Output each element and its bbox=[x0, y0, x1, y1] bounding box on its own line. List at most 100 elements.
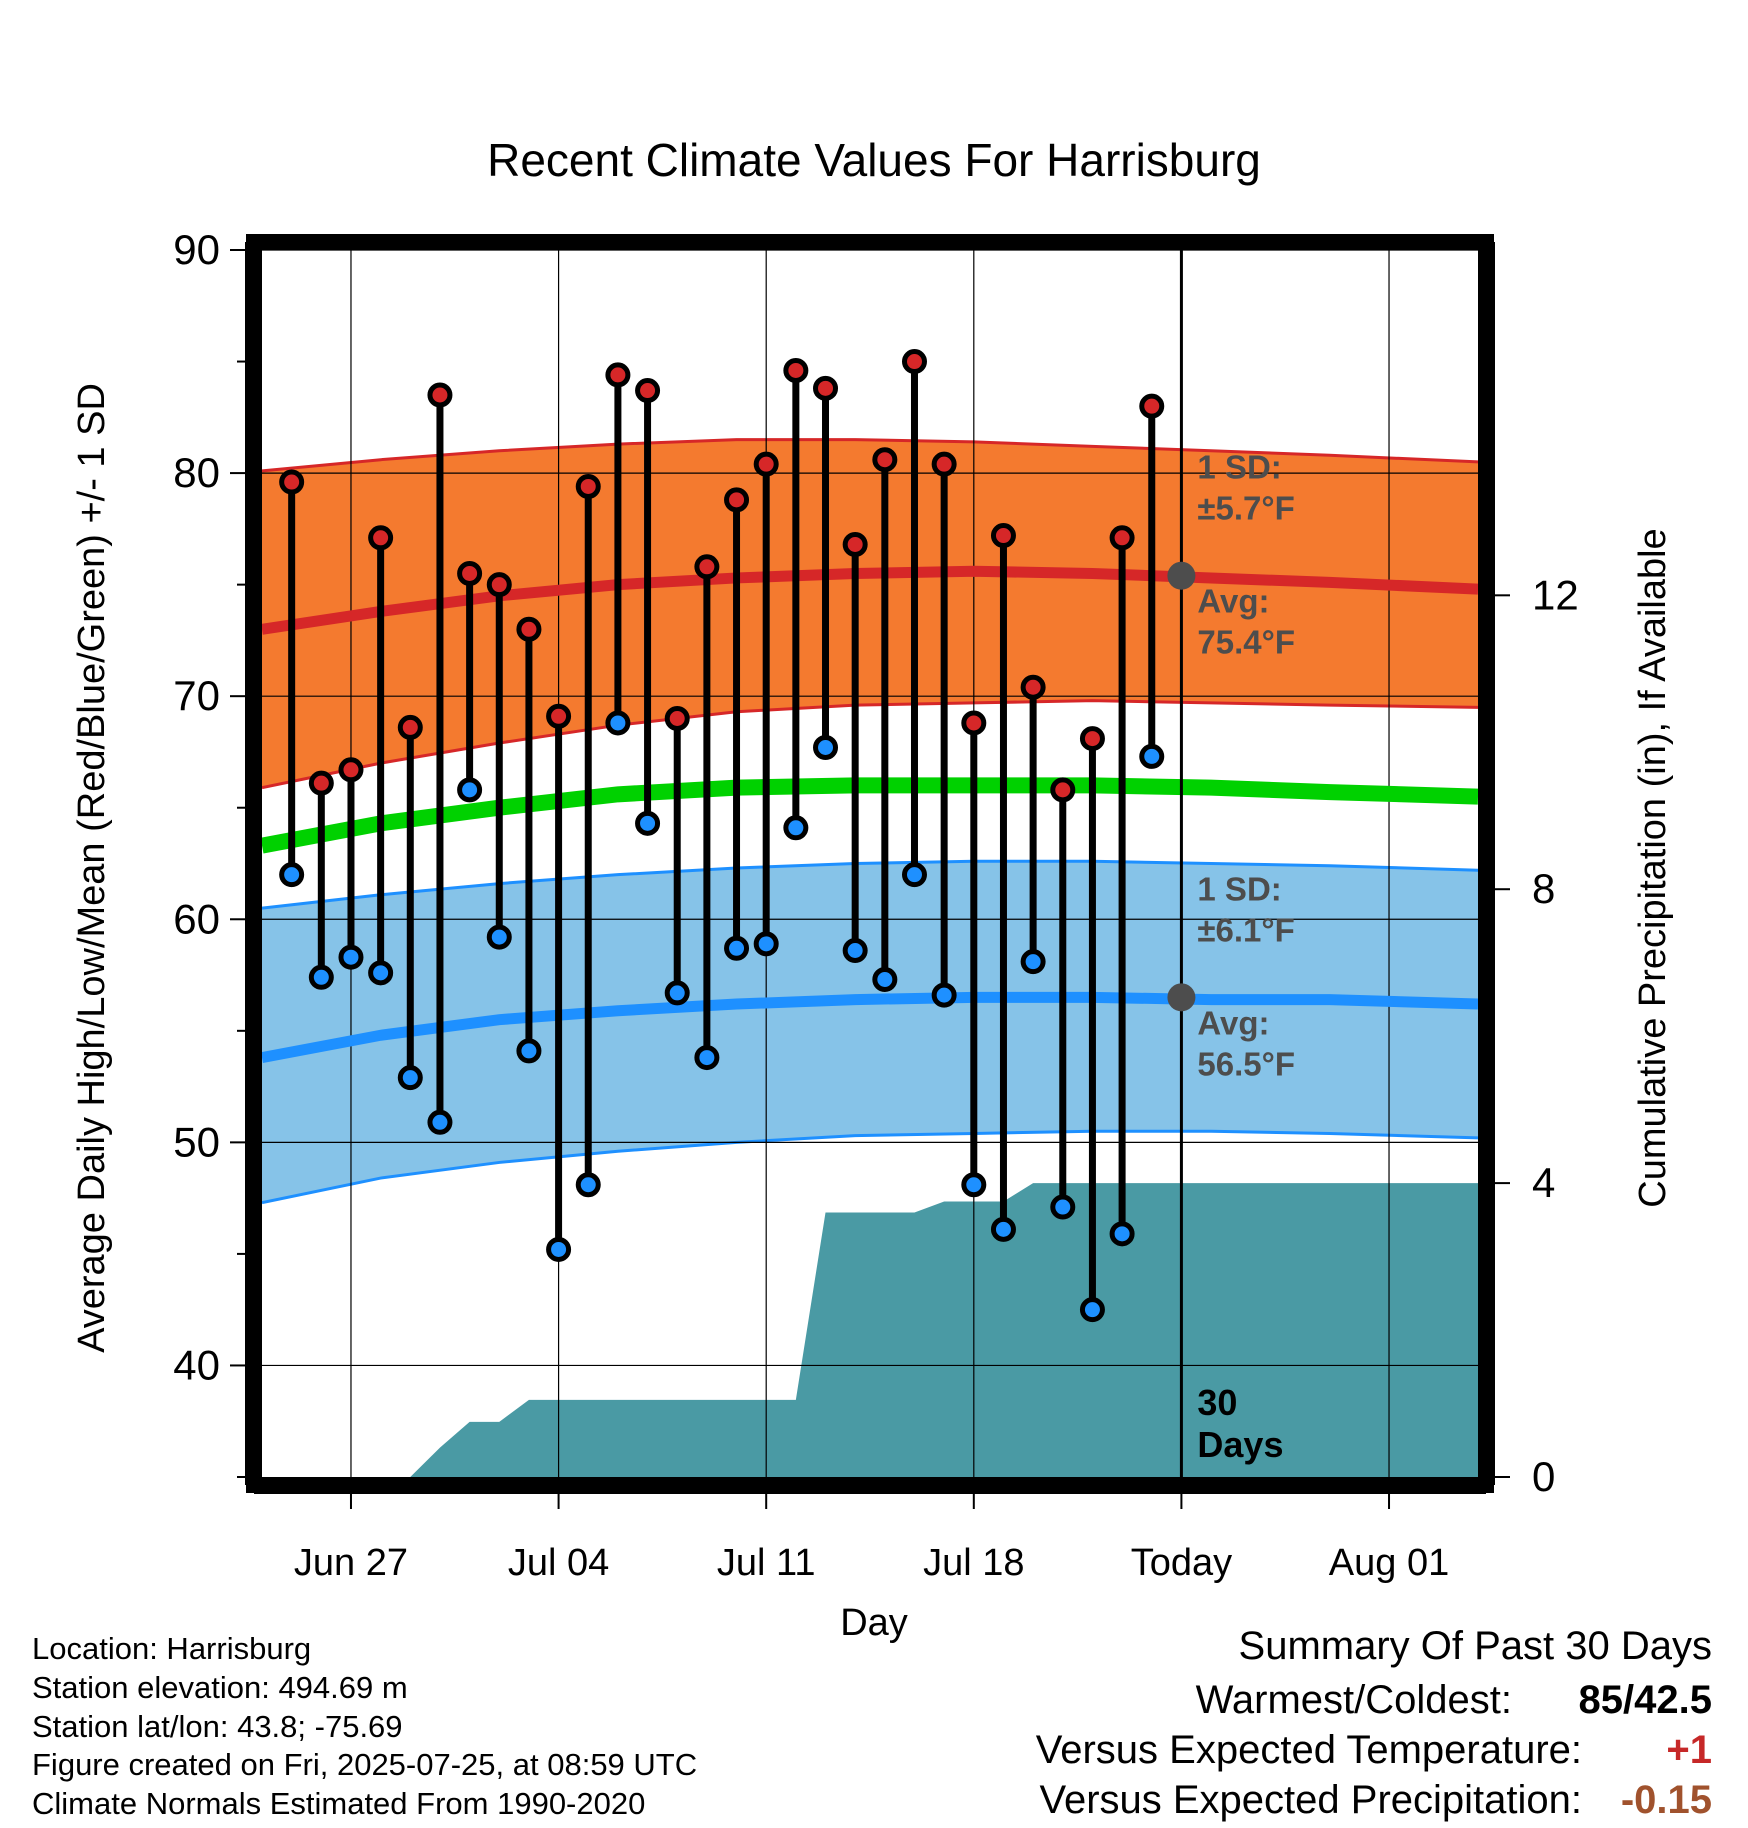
days-count-annotation: 30 bbox=[1197, 1382, 1237, 1423]
daily-low-point bbox=[783, 815, 809, 841]
precipitation-area bbox=[262, 1183, 1478, 1477]
y2-tick-label: 4 bbox=[1532, 1159, 1555, 1206]
daily-high-point bbox=[694, 554, 720, 580]
today-low-avg-marker bbox=[1167, 983, 1196, 1012]
low-avg-line bbox=[262, 991, 1478, 1063]
x-tick-label: Jul 11 bbox=[717, 1542, 816, 1584]
summary-temp-label: Versus Expected Temperature: bbox=[1035, 1728, 1582, 1772]
daily-high-point bbox=[1020, 674, 1046, 700]
daily-high-point bbox=[724, 487, 750, 513]
daily-low-point bbox=[605, 710, 631, 736]
daily-high-point bbox=[368, 525, 394, 551]
daily-low-point bbox=[872, 967, 898, 993]
high-sd-value-annotation: ±5.7°F bbox=[1197, 490, 1294, 527]
low-sd-value-annotation: ±6.1°F bbox=[1197, 911, 1294, 948]
y2-tick-label: 0 bbox=[1532, 1453, 1555, 1500]
daily-low-point bbox=[901, 862, 927, 888]
daily-high-point bbox=[338, 757, 364, 783]
daily-high-point bbox=[308, 770, 334, 796]
daily-low-point bbox=[753, 931, 779, 957]
daily-high-point bbox=[457, 560, 483, 586]
daily-low-point bbox=[368, 960, 394, 986]
daily-low-point bbox=[813, 734, 839, 760]
daily-high-point bbox=[546, 703, 572, 729]
daily-high-point bbox=[990, 523, 1016, 549]
x-tick-label: Jul 04 bbox=[508, 1542, 609, 1584]
summary-warmest-value: 85/42.5 bbox=[1578, 1678, 1712, 1722]
low-sd-annotation: 1 SD: bbox=[1197, 870, 1281, 907]
y-tick-label: 50 bbox=[173, 1118, 220, 1165]
x-axis-label: Day bbox=[840, 1602, 908, 1644]
daily-low-point bbox=[516, 1038, 542, 1064]
daily-low-point bbox=[1139, 743, 1165, 769]
high-plus-sd-line bbox=[262, 438, 1478, 473]
daily-low-point bbox=[427, 1109, 453, 1135]
daily-high-point bbox=[1050, 777, 1076, 803]
summary-temp-value: +1 bbox=[1666, 1728, 1712, 1772]
daily-high-point bbox=[397, 714, 423, 740]
daily-high-point bbox=[1109, 525, 1135, 551]
daily-low-point bbox=[1050, 1194, 1076, 1220]
daily-high-point bbox=[279, 469, 305, 495]
daily-high-point bbox=[516, 616, 542, 642]
x-tick-label: Jun 27 bbox=[294, 1542, 408, 1584]
low-sd-band bbox=[262, 861, 1478, 1203]
daily-high-point bbox=[931, 451, 957, 477]
summary-warmest-label: Warmest/Coldest: bbox=[1195, 1678, 1512, 1722]
high-sd-band bbox=[262, 439, 1478, 788]
daily-low-point bbox=[486, 924, 512, 950]
climate-normals-text: Climate Normals Estimated From 1990-2020 bbox=[32, 1786, 646, 1821]
daily-high-point bbox=[664, 705, 690, 731]
location-text: Location: Harrisburg bbox=[32, 1631, 312, 1666]
daily-low-point bbox=[635, 810, 661, 836]
daily-high-point bbox=[486, 572, 512, 598]
daily-low-point bbox=[664, 980, 690, 1006]
daily-high-point bbox=[427, 382, 453, 408]
daily-low-point bbox=[1079, 1297, 1105, 1323]
plot-frame bbox=[246, 234, 1494, 1493]
daily-low-point bbox=[397, 1065, 423, 1091]
mean-avg-line bbox=[262, 777, 1478, 854]
y2-axis-label: Cumulative Precipitation (in), If Availa… bbox=[1632, 528, 1674, 1207]
high-avg-annotation: Avg: bbox=[1197, 583, 1269, 620]
y-axis-label: Average Daily High/Low/Mean (Red/Blue/Gr… bbox=[71, 383, 113, 1353]
daily-low-point bbox=[338, 944, 364, 970]
low-minus-sd-line bbox=[262, 1129, 1478, 1205]
daily-high-point bbox=[605, 362, 631, 388]
daily-low-point bbox=[546, 1236, 572, 1262]
figure-created-text: Figure created on Fri, 2025-07-25, at 08… bbox=[32, 1747, 698, 1782]
plot-area bbox=[262, 250, 1478, 1477]
summary-temp-row: Versus Expected Temperature: +1 bbox=[1036, 1730, 1712, 1770]
daily-low-point bbox=[575, 1172, 601, 1198]
daily-high-point bbox=[1139, 393, 1165, 419]
high-sd-annotation: 1 SD: bbox=[1197, 449, 1281, 486]
y-tick-label: 90 bbox=[173, 226, 220, 273]
daily-low-point bbox=[961, 1172, 987, 1198]
station-latlon-text: Station lat/lon: 43.8; -75.69 bbox=[32, 1709, 403, 1744]
daily-high-point bbox=[901, 349, 927, 375]
daily-low-point bbox=[457, 777, 483, 803]
y2-tick-label: 12 bbox=[1532, 571, 1579, 618]
daily-low-point bbox=[279, 862, 305, 888]
y-tick-label: 80 bbox=[173, 449, 220, 496]
days-label-annotation: Days bbox=[1197, 1424, 1283, 1465]
today-high-avg-marker bbox=[1167, 561, 1196, 590]
station-elevation-text: Station elevation: 494.69 m bbox=[32, 1670, 408, 1705]
daily-high-point bbox=[872, 447, 898, 473]
daily-high-point bbox=[842, 531, 868, 557]
daily-low-point bbox=[990, 1216, 1016, 1242]
low-avg-annotation: Avg: bbox=[1197, 1004, 1269, 1041]
summary-precip-row: Versus Expected Precipitation: -0.15 bbox=[1039, 1780, 1712, 1820]
high-avg-value-annotation: 75.4°F bbox=[1197, 624, 1295, 661]
low-avg-value-annotation: 56.5°F bbox=[1197, 1045, 1295, 1082]
daily-low-point bbox=[931, 982, 957, 1008]
daily-high-point bbox=[1079, 726, 1105, 752]
daily-low-point bbox=[1109, 1221, 1135, 1247]
y-tick-label: 60 bbox=[173, 895, 220, 942]
daily-low-point bbox=[724, 935, 750, 961]
daily-high-point bbox=[753, 451, 779, 477]
y-tick-label: 70 bbox=[173, 672, 220, 719]
daily-high-point bbox=[813, 375, 839, 401]
daily-low-point bbox=[842, 938, 868, 964]
daily-low-point bbox=[308, 964, 334, 990]
